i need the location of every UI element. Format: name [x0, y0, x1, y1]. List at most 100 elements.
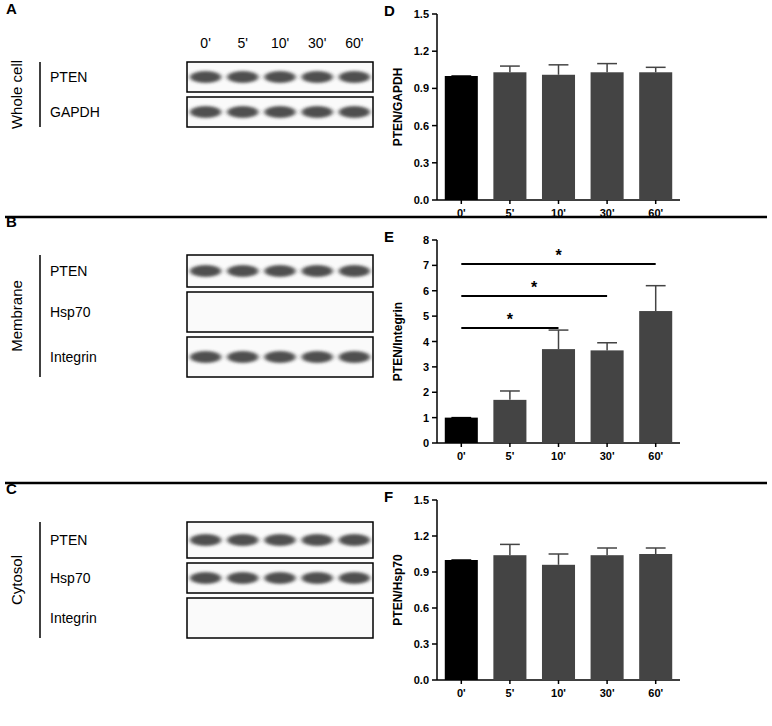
y-axis-label: PTEN/Integrin	[391, 302, 405, 381]
x-tick	[461, 200, 463, 204]
bar	[542, 565, 575, 680]
y-tick	[432, 392, 437, 394]
row-label: GAPDH	[50, 104, 100, 120]
separator	[5, 482, 767, 485]
blot-band	[264, 572, 295, 584]
significance-star: *	[507, 311, 514, 328]
x-tick	[606, 680, 608, 684]
blot-panel: BPTENHsp70IntegrinMembrane	[6, 213, 373, 377]
x-tick	[461, 680, 463, 684]
row-label: PTEN	[50, 69, 87, 85]
blot-band	[339, 572, 370, 584]
bracket	[39, 522, 41, 638]
blot-band	[190, 106, 221, 118]
blot-band	[190, 572, 221, 584]
y-tick	[432, 679, 437, 681]
blot-band	[227, 572, 258, 584]
y-axis	[436, 500, 438, 680]
bar	[493, 400, 526, 443]
row-label: Integrin	[50, 349, 97, 365]
bracket	[39, 62, 41, 127]
y-tick-label: 5	[423, 310, 429, 322]
row-label: PTEN	[50, 532, 87, 548]
y-tick-label: 3	[423, 361, 429, 373]
blot-box	[187, 522, 373, 558]
background	[0, 0, 772, 726]
blot-band	[190, 534, 221, 546]
bar	[445, 76, 478, 200]
x-tick	[655, 680, 657, 684]
y-tick	[432, 162, 437, 164]
error-bar	[597, 343, 617, 351]
y-tick-label: 8	[423, 234, 429, 246]
bracket	[39, 255, 41, 377]
error-bar	[451, 560, 471, 561]
x-tick-label: 30'	[600, 450, 615, 462]
y-tick	[432, 50, 437, 52]
row-label: Hsp70	[50, 570, 91, 586]
x-tick-label: 5'	[506, 450, 515, 462]
blot-band	[302, 265, 333, 277]
panel-letter: A	[6, 0, 17, 17]
error-bar	[500, 391, 520, 400]
blot-band	[302, 71, 333, 83]
blot-band	[339, 106, 370, 118]
significance: *0'60'	[0, 0, 656, 264]
x-tick-label: 60'	[648, 207, 663, 219]
blot-panel: CPTENHsp70IntegrinCytosol	[6, 480, 373, 638]
x-tick	[509, 200, 511, 204]
error-bar	[549, 65, 569, 75]
blot-box	[187, 97, 373, 127]
x-tick-label: 5'	[506, 207, 515, 219]
row-label: Hsp70	[50, 304, 91, 320]
error-bar	[500, 544, 520, 555]
x-tick-label: 30'	[600, 207, 615, 219]
error-bar	[500, 66, 520, 72]
panel-letter: E	[384, 228, 394, 245]
blot-band	[339, 71, 370, 83]
blot-band	[339, 534, 370, 546]
blot-band	[227, 265, 258, 277]
bar	[493, 555, 526, 680]
error-bar	[646, 67, 666, 72]
x-tick	[606, 200, 608, 204]
blot-band	[302, 351, 333, 363]
y-tick	[432, 643, 437, 645]
y-tick-label: 2	[423, 386, 429, 398]
bar-chart: DPTEN/GAPDH0.00.30.60.91.21.50'5'10'30'6…	[384, 2, 680, 219]
blot-band	[302, 534, 333, 546]
x-tick	[606, 443, 608, 447]
blot-box	[187, 255, 373, 287]
significance-star: *	[555, 247, 562, 264]
y-tick-label: 4	[423, 336, 430, 348]
x-tick-label: 10'	[551, 687, 566, 699]
y-tick-label: 0	[423, 437, 429, 449]
blot-band	[264, 534, 295, 546]
blot-box	[187, 563, 373, 593]
blot-band	[264, 351, 295, 363]
blot-band	[339, 351, 370, 363]
y-tick	[432, 265, 437, 267]
error-bar	[597, 64, 617, 73]
lane-label: 10'	[271, 35, 289, 51]
bar	[591, 72, 624, 200]
y-axis-label: PTEN/GAPDH	[391, 68, 405, 147]
error-bar	[549, 554, 569, 565]
x-tick-label: 0'	[457, 450, 466, 462]
y-tick-label: 1	[423, 412, 429, 424]
panel-letter: F	[384, 488, 393, 505]
bar	[445, 560, 478, 680]
error-bar	[646, 286, 666, 311]
y-tick	[432, 199, 437, 201]
y-axis-label: PTEN/Hsp70	[391, 554, 405, 626]
significance: *0'30'	[0, 0, 607, 296]
y-tick-label: 0.0	[414, 674, 429, 686]
y-tick-label: 0.0	[414, 194, 429, 206]
x-tick-label: 0'	[457, 687, 466, 699]
x-tick	[655, 200, 657, 204]
y-tick-label: 0.9	[414, 566, 429, 578]
y-tick-label: 0.3	[414, 157, 429, 169]
x-tick	[558, 443, 560, 447]
y-tick	[432, 607, 437, 609]
blot-panel: A0'5'10'30'60'PTENGAPDHWhole cell	[6, 0, 373, 129]
